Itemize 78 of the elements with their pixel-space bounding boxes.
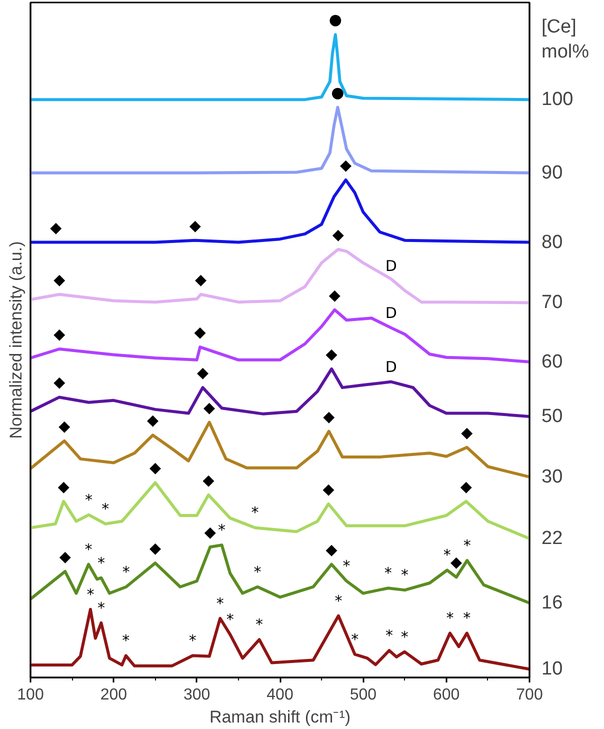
annotation: * — [226, 610, 234, 628]
annotation: * — [102, 500, 110, 518]
annotation: * — [251, 504, 260, 522]
annotation: * — [86, 585, 95, 604]
series-label: 60 — [542, 351, 563, 372]
x-axis-title: Raman shift (cm⁻¹) — [209, 708, 351, 726]
annotation: ◆ — [460, 477, 472, 496]
series-label: 10 — [542, 658, 563, 680]
annotation: ◆ — [50, 218, 62, 236]
series-label: 90 — [542, 162, 563, 184]
annotation: ◆ — [54, 373, 66, 392]
annotation: ◆ — [58, 416, 71, 435]
annotation: * — [218, 521, 226, 540]
annotation: ● — [328, 10, 342, 29]
series-label: 50 — [542, 406, 563, 427]
annotation: ● — [331, 83, 344, 102]
annotation: * — [463, 609, 472, 628]
annotation: * — [97, 554, 106, 572]
annotation: D — [385, 358, 397, 376]
annotation: ◆ — [54, 270, 66, 288]
annotation: * — [188, 632, 197, 650]
annotation: ◆ — [189, 216, 202, 234]
annotation: * — [351, 630, 360, 648]
x-tick-label: 700 — [516, 686, 543, 704]
annotation: ◆ — [204, 398, 216, 416]
annotation: * — [334, 592, 343, 610]
annotation: ◆ — [322, 480, 335, 498]
annotation: ◆ — [450, 553, 463, 572]
y-axis-title: Normalized intensity (a.u.) — [6, 241, 26, 439]
annotation: ◆ — [202, 470, 215, 489]
x-tick-label: 200 — [100, 686, 128, 704]
x-tick-label: 500 — [350, 686, 377, 704]
series-label: 70 — [542, 292, 563, 314]
annotation: * — [256, 616, 264, 634]
annotation: ◆ — [326, 344, 338, 363]
annotation: * — [400, 628, 409, 646]
annotation: ◆ — [204, 523, 216, 541]
annotation: * — [84, 540, 93, 558]
x-tick-label: 400 — [266, 686, 294, 704]
annotation: ◆ — [149, 458, 162, 477]
annotation: ◆ — [59, 547, 72, 566]
legend-title: [Ce] mol% — [542, 16, 590, 63]
annotation: * — [122, 632, 130, 650]
annotation: * — [443, 546, 452, 564]
annotation: * — [122, 562, 130, 581]
series-label: 80 — [542, 232, 563, 253]
annotation: D — [385, 304, 397, 322]
annotation: ◆ — [194, 323, 206, 342]
annotation: ◆ — [323, 407, 336, 426]
annotation: ◆ — [328, 286, 341, 304]
annotation: * — [385, 626, 394, 644]
annotation: ◆ — [461, 423, 474, 442]
annotation: * — [342, 557, 351, 576]
series-label: 30 — [542, 466, 563, 488]
x-tick-label: 300 — [183, 686, 210, 704]
annotation: ◆ — [149, 539, 162, 558]
annotation: * — [463, 536, 472, 554]
series-label: 22 — [542, 528, 563, 550]
annotation: ◆ — [58, 477, 70, 496]
annotation: ◆ — [195, 270, 208, 288]
annotation: * — [84, 490, 93, 509]
annotation: * — [384, 564, 392, 582]
annotation: * — [446, 609, 454, 628]
series-label: 16 — [542, 592, 563, 614]
x-tick-label: 600 — [432, 686, 460, 704]
annotation: ◆ — [146, 411, 159, 430]
annotation: D — [385, 256, 397, 275]
annotation: ◆ — [54, 325, 66, 343]
x-tick-label: 100 — [17, 686, 44, 704]
annotation: * — [254, 562, 262, 581]
annotation: * — [97, 598, 106, 617]
series-label: 100 — [542, 89, 574, 110]
annotation: ◆ — [340, 156, 352, 174]
annotation: * — [401, 566, 409, 584]
annotation: ◆ — [332, 225, 344, 244]
annotation: ◆ — [326, 540, 338, 558]
annotation: * — [216, 594, 224, 612]
annotation: ◆ — [196, 364, 209, 382]
